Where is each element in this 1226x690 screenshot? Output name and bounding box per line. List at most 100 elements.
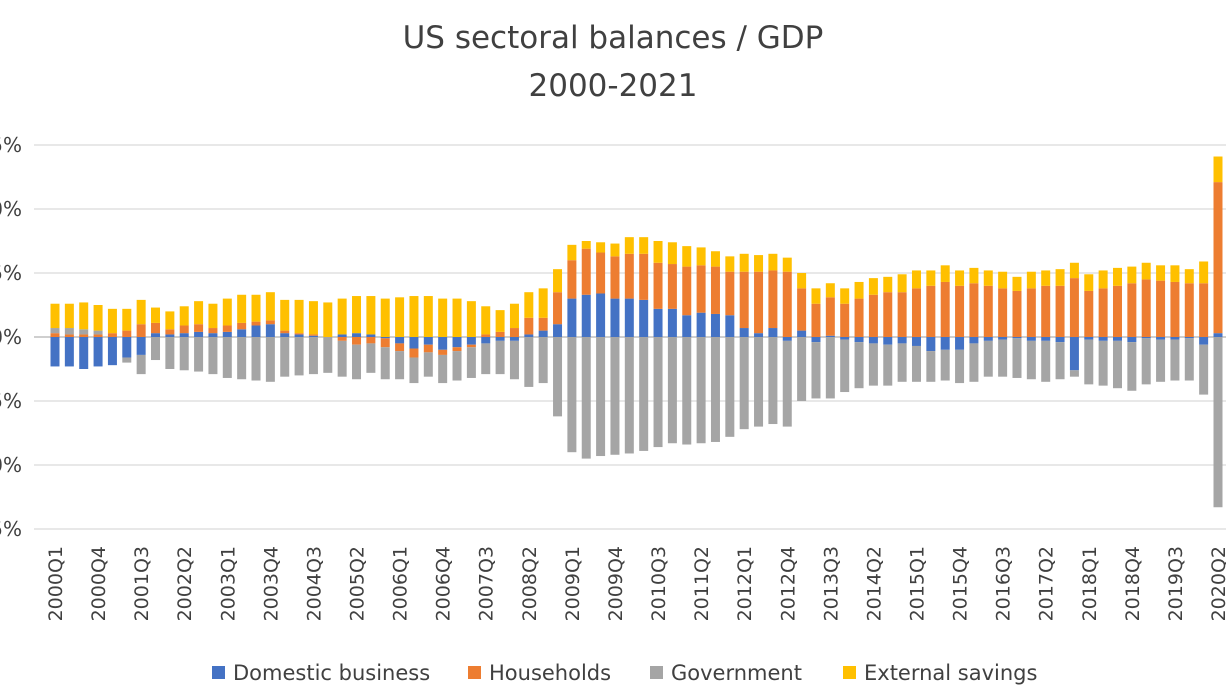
- bar-segment: [280, 333, 290, 337]
- bar-segment: [1112, 285, 1122, 337]
- x-tick-label: 2015Q4: [950, 546, 972, 621]
- bar-segment: [395, 351, 405, 380]
- bar-segment: [969, 337, 979, 344]
- bar-segment: [237, 329, 247, 337]
- bar-segment: [280, 330, 290, 334]
- bar-segment: [955, 270, 965, 286]
- bar-segment: [452, 347, 462, 352]
- bar-segment: [409, 348, 419, 358]
- bar-segment: [93, 305, 103, 331]
- bar-segment: [93, 330, 103, 335]
- bar-segment: [179, 333, 189, 337]
- bar-segment: [64, 328, 74, 335]
- bar-segment: [1055, 269, 1065, 286]
- bar-segment: [553, 324, 563, 337]
- bar-segment: [710, 266, 720, 314]
- bar-segment: [782, 337, 792, 341]
- bar-segment: [581, 337, 591, 459]
- bar-segment: [208, 328, 218, 334]
- bar-segment: [165, 329, 175, 335]
- bar-segment: [955, 285, 965, 337]
- bar-segment: [466, 347, 476, 378]
- bar-segment: [567, 298, 577, 337]
- bar-segment: [1012, 290, 1022, 337]
- bar-segment: [222, 331, 232, 337]
- bar-segment: [352, 337, 362, 345]
- bar-segment: [194, 301, 204, 325]
- bar-segment: [179, 306, 189, 326]
- bar-segment: [509, 340, 519, 380]
- bar-segment: [194, 331, 204, 337]
- bar-segment: [1127, 266, 1137, 284]
- bar-segment: [208, 303, 218, 329]
- bar-segment: [868, 337, 878, 344]
- bar-segment: [151, 337, 161, 361]
- bar-segment: [911, 337, 921, 346]
- bar-segment: [1184, 337, 1194, 339]
- bar-segment: [1199, 261, 1209, 284]
- bar-segment: [251, 294, 261, 322]
- bar-segment: [610, 298, 620, 337]
- bar-segment: [50, 337, 60, 367]
- bar-segment: [251, 321, 261, 326]
- bar-segment: [969, 343, 979, 382]
- bar-segment: [380, 337, 390, 339]
- bar-segment: [366, 343, 376, 373]
- bar-segment: [452, 298, 462, 337]
- bar-segment: [998, 337, 1008, 340]
- bar-segment: [667, 264, 677, 309]
- bar-segment: [1026, 271, 1036, 289]
- bar-segment: [854, 281, 864, 299]
- bar-segment: [337, 334, 347, 337]
- bar-segment: [911, 270, 921, 289]
- bar-segment: [1012, 276, 1022, 291]
- bar-segment: [122, 308, 132, 331]
- bar-segment: [323, 302, 333, 337]
- bar-segment: [768, 337, 778, 425]
- bar-segment: [1213, 182, 1223, 334]
- bar-segment: [438, 337, 448, 350]
- bar-segment: [237, 294, 247, 323]
- bar-segment: [50, 333, 60, 337]
- bar-segment: [438, 349, 448, 355]
- bar-segment: [1055, 337, 1065, 343]
- bar-segment: [897, 337, 907, 344]
- bar-segment: [509, 337, 519, 341]
- bar-segment: [409, 337, 419, 349]
- x-tick-label: 2006Q4: [433, 546, 455, 621]
- bar-segment: [854, 337, 864, 343]
- bar-segment: [1098, 340, 1108, 386]
- bar-segment: [610, 337, 620, 455]
- bar-segment: [208, 337, 218, 375]
- bar-segment: [868, 278, 878, 295]
- bar-segment: [682, 266, 692, 316]
- bar-segment: [495, 337, 505, 341]
- bar-segment: [380, 338, 390, 348]
- bar-segment: [380, 298, 390, 337]
- x-tick-label: 2001Q3: [131, 546, 153, 621]
- bar-segment: [64, 303, 74, 329]
- bar-segment: [323, 337, 333, 373]
- bar-segment: [1069, 262, 1079, 279]
- bar-segment: [825, 297, 835, 336]
- bar-segment: [969, 283, 979, 337]
- bar-segment: [423, 337, 433, 345]
- bar-segment: [1041, 270, 1051, 286]
- bar-segment: [1069, 337, 1079, 371]
- bar-segment: [955, 349, 965, 384]
- x-tick-label: 2011Q2: [691, 546, 713, 621]
- bar-segment: [624, 337, 634, 454]
- bar-segment: [581, 248, 591, 295]
- bar-segment: [366, 334, 376, 337]
- legend-label: External savings: [864, 661, 1037, 685]
- bar-segment: [797, 288, 807, 331]
- bar-segment: [1141, 338, 1151, 385]
- bar-segment: [911, 288, 921, 337]
- bar-segment: [165, 334, 175, 337]
- bar-segment: [926, 270, 936, 286]
- bar-segment: [797, 330, 807, 337]
- bar-segment: [940, 281, 950, 337]
- x-tick-label: 2000Q1: [45, 546, 67, 621]
- bar-segment: [337, 337, 347, 341]
